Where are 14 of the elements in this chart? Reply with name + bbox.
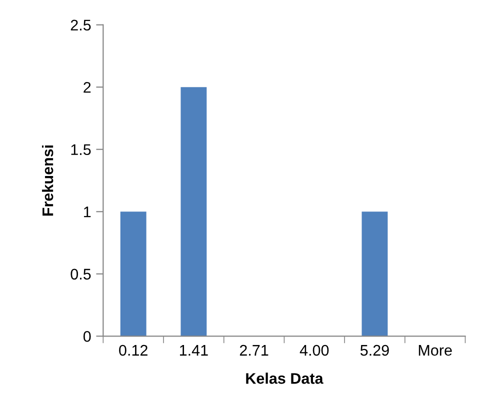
y-axis-title: Frekuensi: [42, 145, 54, 216]
x-tick-label: 2.71: [240, 344, 268, 356]
x-axis-title: Kelas Data: [246, 372, 324, 384]
x-tick-label: 0.12: [119, 344, 148, 356]
y-tick-label: 2.5: [70, 20, 91, 31]
x-tick-label: 5.29: [360, 344, 389, 356]
y-tick-label: 0: [83, 331, 91, 342]
y-tick-label: 1.5: [71, 144, 91, 156]
x-tick-label: 4.00: [300, 344, 329, 356]
x-tick-label: 1.41: [180, 345, 208, 356]
y-tick-label: 1: [84, 206, 91, 218]
x-tick-label: More: [418, 345, 452, 356]
y-tick-label: 0.5: [70, 268, 91, 280]
y-tick-label: 2: [84, 82, 91, 93]
